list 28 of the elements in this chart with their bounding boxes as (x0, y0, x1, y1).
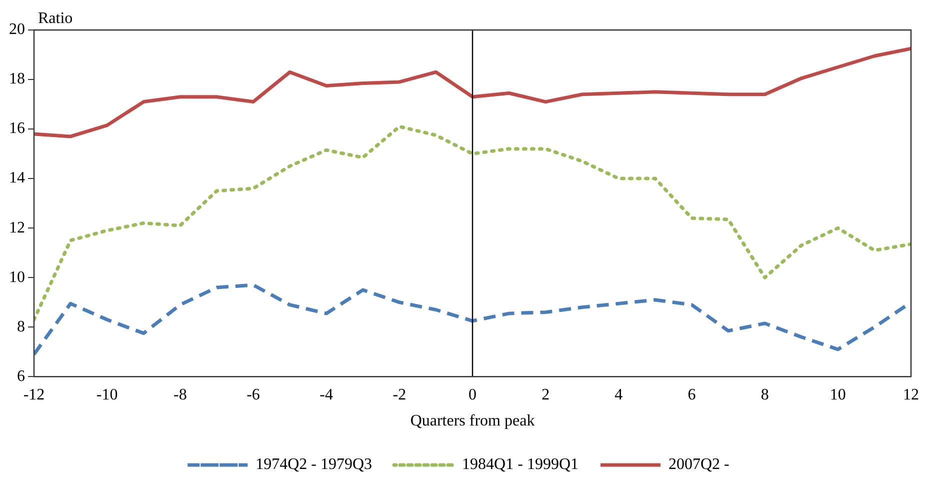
x-tick-label: -10 (96, 386, 118, 404)
x-tick-label: 8 (760, 386, 769, 404)
y-tick-label: 14 (9, 170, 25, 187)
line-series (34, 283, 911, 356)
x-tick-label: -12 (23, 386, 45, 404)
x-tick-label: 10 (830, 386, 846, 404)
y-tick-label: 16 (9, 120, 25, 138)
y-tick-label: 12 (9, 219, 25, 236)
line-series (34, 124, 911, 322)
y-tick-label: 10 (9, 268, 25, 286)
x-tick-label: -6 (246, 386, 260, 404)
y-tick-label: 8 (17, 318, 25, 336)
legend-label: 1984Q1 - 1999Q1 (462, 456, 578, 474)
x-tick-label: -2 (392, 386, 406, 404)
x-tick-label: -4 (320, 386, 333, 404)
x-tick-label: 12 (903, 386, 919, 404)
x-tick-label: 6 (688, 386, 696, 404)
x-axis-title: Quarters from peak (410, 412, 535, 430)
y-tick-label: 6 (17, 368, 25, 385)
x-tick-label: -8 (174, 386, 187, 404)
y-tick-label: 18 (9, 70, 25, 88)
legend-label: 2007Q2 - (668, 456, 730, 474)
x-tick-label: 4 (614, 386, 623, 404)
x-tick-label: 0 (468, 386, 476, 404)
legend-label: 1974Q2 - 1979Q3 (256, 456, 372, 474)
y-axis-title: Ratio (38, 10, 73, 28)
y-tick-label: 20 (9, 21, 25, 38)
x-tick-label: 2 (542, 386, 550, 404)
